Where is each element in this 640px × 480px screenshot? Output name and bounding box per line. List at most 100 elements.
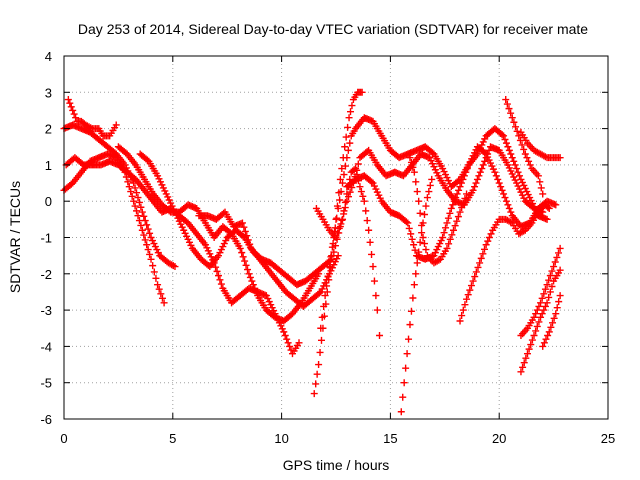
data-point <box>476 259 484 267</box>
data-point <box>554 249 562 257</box>
data-point <box>442 224 450 232</box>
data-point <box>143 156 151 164</box>
series-arc-17 <box>517 128 564 162</box>
data-point <box>479 161 487 169</box>
data-point <box>458 312 466 320</box>
data-point <box>495 179 503 187</box>
data-point <box>353 166 361 174</box>
data-point <box>481 149 489 157</box>
data-point <box>67 103 75 111</box>
series-arc-15 <box>456 201 553 325</box>
data-point <box>502 197 510 205</box>
data-point <box>482 241 490 249</box>
data-point <box>131 184 139 192</box>
data-point <box>545 204 553 212</box>
data-point <box>555 298 563 306</box>
data-point <box>397 408 405 416</box>
data-point <box>325 263 333 271</box>
data-point <box>359 192 367 200</box>
data-point <box>338 216 346 224</box>
data-point <box>553 304 561 312</box>
data-point <box>420 211 428 219</box>
data-point <box>536 178 544 186</box>
data-point <box>410 281 418 289</box>
data-point <box>479 250 487 258</box>
data-point <box>343 197 351 205</box>
data-point <box>454 213 462 221</box>
data-point <box>502 139 510 147</box>
data-point <box>340 210 348 218</box>
data-point <box>70 110 78 118</box>
data-point <box>313 370 321 378</box>
data-point <box>241 227 249 235</box>
data-point <box>344 123 352 131</box>
data-point <box>439 234 447 241</box>
data-point <box>449 201 457 209</box>
data-point <box>321 292 329 300</box>
data-point <box>409 294 417 302</box>
data-point <box>372 292 380 300</box>
data-point <box>87 124 95 132</box>
x-tick-label: 25 <box>601 431 615 446</box>
data-point <box>334 204 342 212</box>
data-point <box>133 207 141 215</box>
data-point <box>451 222 459 230</box>
data-point <box>239 253 247 261</box>
data-point <box>346 188 354 196</box>
data-point <box>428 175 436 183</box>
data-point <box>485 234 493 241</box>
data-point <box>516 172 524 180</box>
data-point <box>504 201 512 209</box>
data-point <box>450 197 458 205</box>
series-arc-11 <box>330 143 547 256</box>
data-point <box>69 106 77 114</box>
series-arc-19 <box>517 244 564 340</box>
data-point <box>537 313 545 321</box>
data-point <box>476 168 484 176</box>
data-point <box>405 224 413 232</box>
data-point <box>507 109 515 117</box>
data-point <box>422 246 430 254</box>
data-point <box>246 273 254 281</box>
data-point <box>363 217 371 225</box>
data-point <box>545 328 553 336</box>
data-point <box>354 160 362 168</box>
series-arc-20 <box>539 292 564 350</box>
data-point <box>154 281 162 289</box>
data-point <box>556 266 564 274</box>
data-point <box>310 390 318 398</box>
data-point <box>238 249 246 257</box>
data-point <box>345 193 353 201</box>
data-point <box>520 359 528 367</box>
data-point <box>478 165 486 173</box>
series-arc-14 <box>406 154 471 267</box>
data-point <box>517 368 525 376</box>
data-point <box>335 229 343 237</box>
y-tick-label: -2 <box>40 267 52 282</box>
y-tick-label: 1 <box>45 158 52 173</box>
data-point <box>347 108 355 116</box>
data-point <box>463 190 471 198</box>
data-point <box>519 363 527 371</box>
data-point <box>505 105 513 113</box>
data-point <box>469 186 477 194</box>
data-point <box>406 154 414 162</box>
data-point <box>532 327 540 335</box>
data-point <box>249 281 257 289</box>
data-point <box>242 261 250 269</box>
data-point <box>456 317 464 325</box>
data-point <box>527 341 535 349</box>
data-point <box>464 291 472 299</box>
data-point <box>543 215 551 223</box>
data-point <box>152 274 160 282</box>
data-point <box>406 321 414 329</box>
data-point <box>369 263 377 271</box>
data-point <box>327 253 335 261</box>
data-point <box>283 335 291 343</box>
data-point <box>326 264 334 272</box>
data-point <box>500 190 508 198</box>
x-tick-label: 15 <box>383 431 397 446</box>
data-point <box>336 223 344 231</box>
data-point <box>487 230 495 238</box>
